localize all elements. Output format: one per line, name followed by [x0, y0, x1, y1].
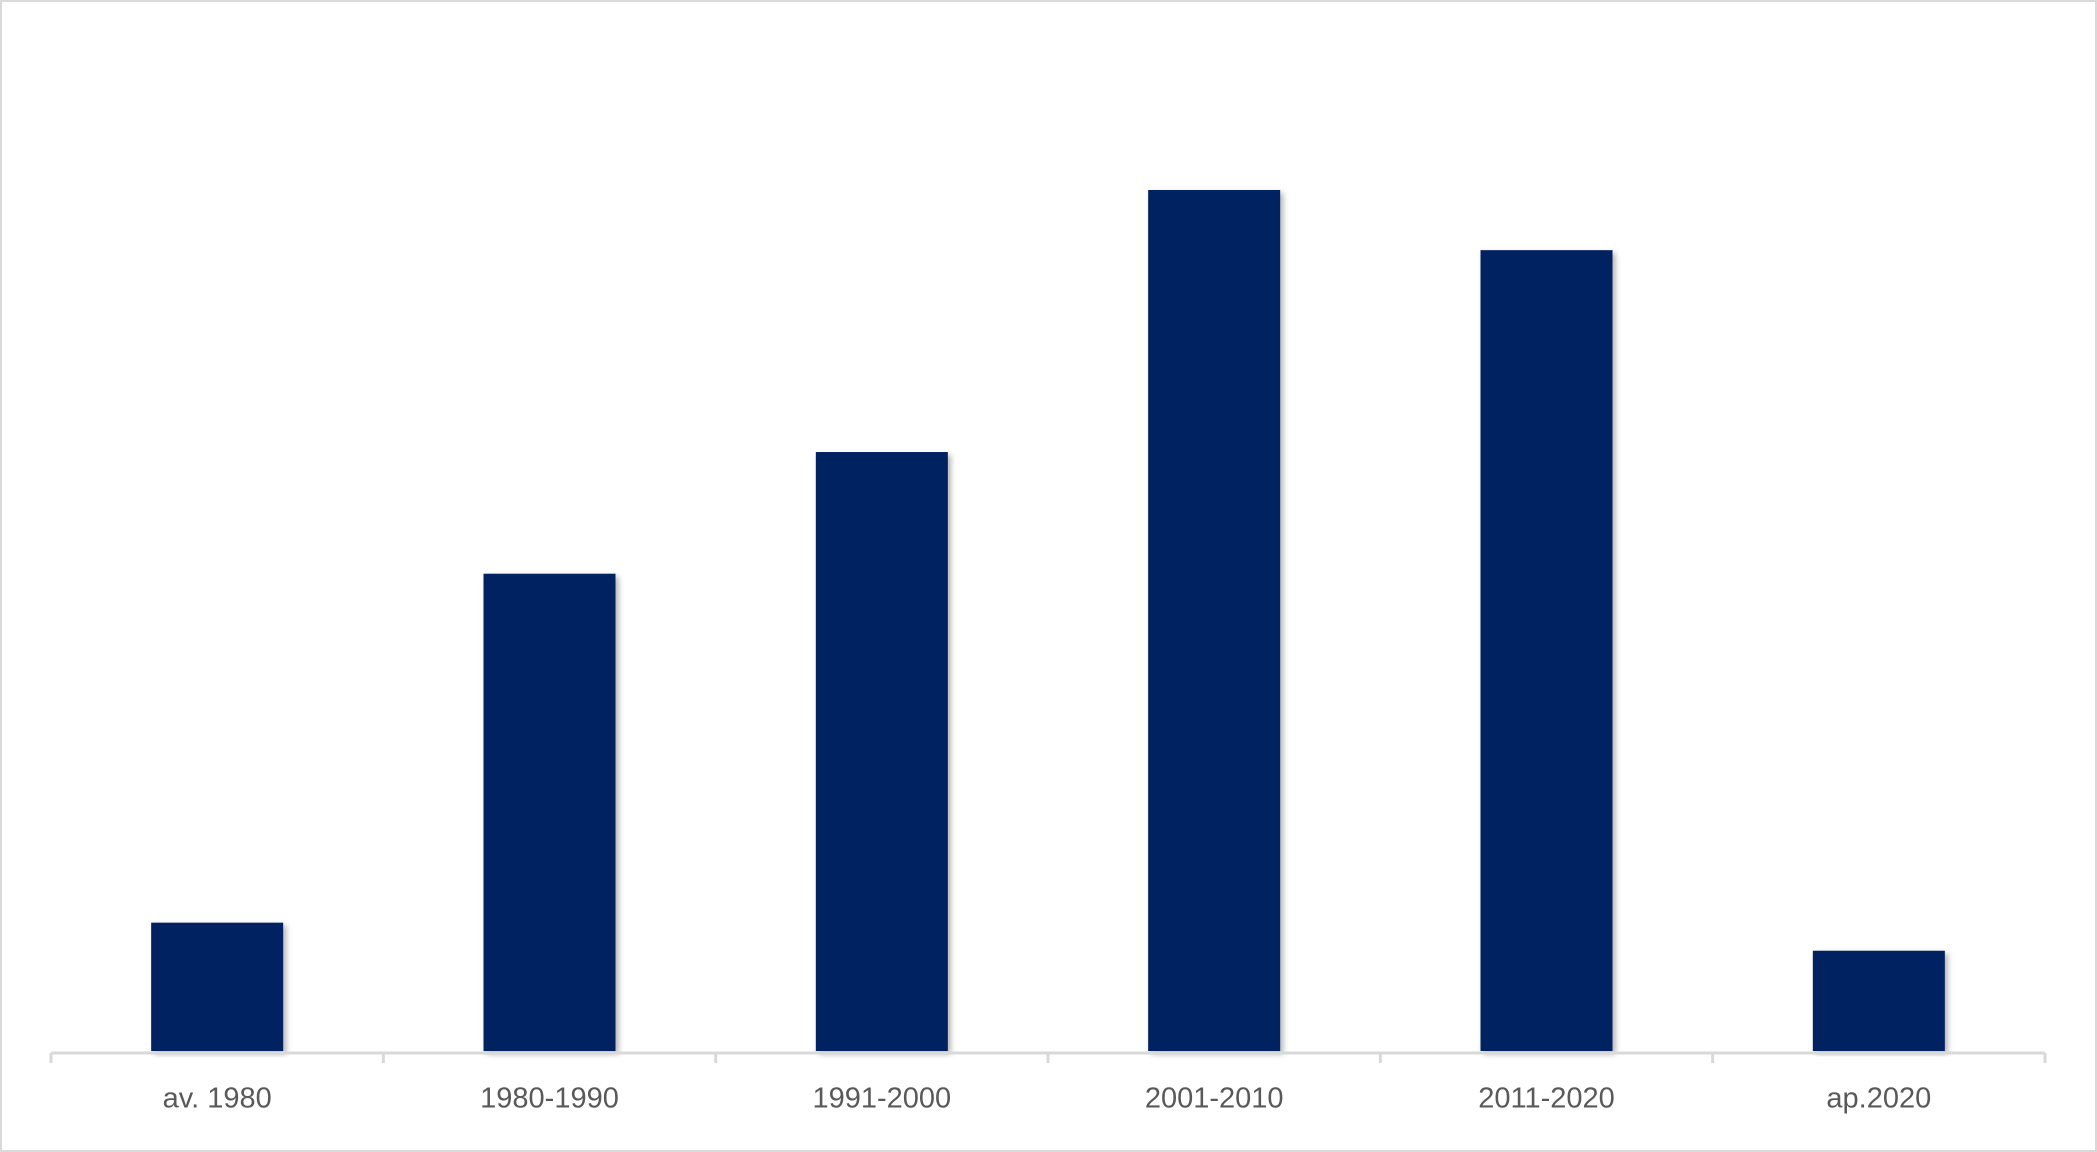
- bar: [483, 573, 616, 1051]
- bar: [815, 452, 948, 1052]
- x-tick-label: 2001-2010: [1145, 1083, 1284, 1115]
- bar: [1148, 190, 1281, 1051]
- bar: [1812, 950, 1945, 1051]
- x-tick-label: av. 1980: [163, 1083, 272, 1115]
- x-tick-label: 1980-1990: [480, 1083, 619, 1115]
- x-tick-label: ap.2020: [1826, 1083, 1931, 1115]
- bar: [1480, 250, 1613, 1052]
- x-tick-label: 2011-2020: [1478, 1083, 1615, 1115]
- bar: [151, 922, 284, 1051]
- x-tick-label: 1991-2000: [812, 1083, 951, 1115]
